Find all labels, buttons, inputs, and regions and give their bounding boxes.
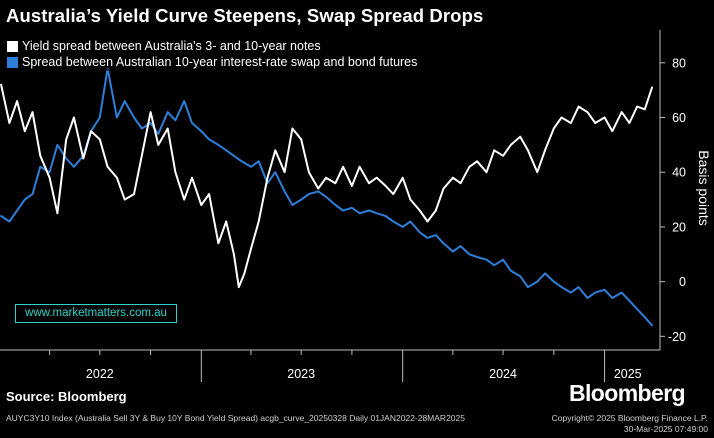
y-tick-label: 80 <box>672 56 686 70</box>
chart-title: Australia’s Yield Curve Steepens, Swap S… <box>6 5 484 26</box>
ticker-note: AUYC3Y10 Index (Australia Sell 3Y & Buy … <box>6 413 465 423</box>
legend-item-yield-spread: Yield spread between Australia's 3- and … <box>7 38 417 54</box>
y-axis-title: Basis points <box>696 150 712 225</box>
y-tick-label: 20 <box>672 220 686 234</box>
y-tick-label: -20 <box>668 330 686 344</box>
series-line-swap-spread <box>0 67 653 327</box>
x-tick-label: 2024 <box>489 367 517 381</box>
x-tick-label: 2025 <box>614 367 642 381</box>
legend-item-swap-spread: Spread between Australian 10-year intere… <box>7 54 417 70</box>
copyright-text: Copyright© 2025 Bloomberg Finance L.P. <box>551 413 708 423</box>
series-line-yield-spread <box>0 83 653 289</box>
y-tick-label: 40 <box>672 166 686 180</box>
legend-swatch-blue <box>7 56 18 68</box>
y-tick-label: 60 <box>672 111 686 125</box>
x-tick-label: 2023 <box>287 367 315 381</box>
watermark-link[interactable]: www.marketmatters.com.au <box>15 304 177 323</box>
legend-swatch-white <box>7 40 18 52</box>
footer-right: Copyright© 2025 Bloomberg Finance L.P. 3… <box>552 413 708 435</box>
legend-label: Spread between Australian 10-year intere… <box>22 55 418 69</box>
chart-legend: Yield spread between Australia's 3- and … <box>6 37 421 71</box>
x-tick-label: 2022 <box>86 367 114 381</box>
legend-label: Yield spread between Australia's 3- and … <box>22 39 321 53</box>
timestamp-text: 30-Mar-2025 07:49:00 <box>623 424 708 434</box>
chart-axes: -20 0 20 40 60 80 Basis points 2022 2023 2024 2025 <box>0 30 712 382</box>
source-label: Source: Bloomberg <box>6 389 127 404</box>
bloomberg-logo: Bloomberg <box>569 380 686 406</box>
chart-series <box>0 67 653 327</box>
y-tick-label: 0 <box>679 275 686 289</box>
